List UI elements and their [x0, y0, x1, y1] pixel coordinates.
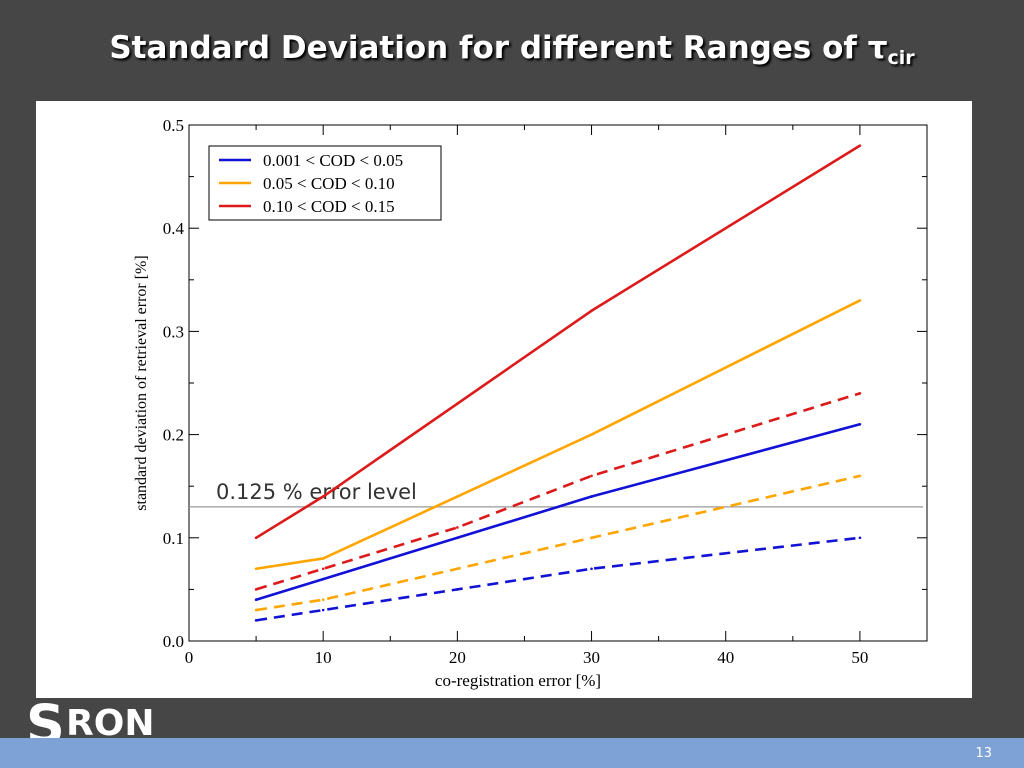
y-tick-label: 0.1 — [163, 529, 184, 548]
y-tick-label: 0.5 — [163, 116, 184, 135]
y-tick-label: 0.3 — [163, 322, 184, 341]
series-point — [321, 557, 325, 560]
y-tick-label: 0.4 — [163, 219, 185, 238]
x-tick-label: 50 — [851, 648, 868, 667]
series-point — [254, 536, 258, 540]
x-tick-label: 10 — [315, 648, 332, 667]
series-point — [456, 567, 459, 571]
y-tick-label: 0.0 — [163, 632, 184, 651]
series-point — [590, 567, 593, 571]
y-axis-label: standard deviation of retrieval error [%… — [133, 255, 150, 510]
x-tick-label: 30 — [583, 648, 600, 667]
series-point — [321, 577, 325, 581]
series-point — [321, 598, 325, 602]
page-number: 13 — [975, 746, 992, 761]
x-axis-label: co-registration error [%] — [435, 671, 601, 690]
series-point — [456, 495, 459, 498]
series-point — [858, 144, 862, 147]
series-point — [321, 567, 325, 571]
slide-title-main: Standard Deviation for different Ranges … — [109, 30, 888, 66]
legend-label: 0.05 < COD < 0.10 — [263, 174, 395, 193]
series-line-dashed-3 — [255, 536, 861, 622]
series-point — [590, 309, 593, 313]
series-point — [858, 474, 862, 478]
legend-label: 0.001 < COD < 0.05 — [263, 151, 403, 170]
slide-title: Standard Deviation for different Ranges … — [0, 30, 1024, 69]
x-tick-label: 0 — [185, 648, 194, 667]
series-point — [858, 536, 862, 540]
series-point — [254, 567, 258, 571]
series-point — [590, 433, 593, 436]
series-point — [254, 588, 258, 591]
footer-bar: 13 — [0, 738, 1024, 768]
series-point — [858, 299, 862, 302]
series-point — [590, 536, 593, 540]
series-point — [254, 598, 258, 602]
series-point — [858, 392, 862, 395]
series-point — [590, 495, 593, 498]
legend-label: 0.10 < COD < 0.15 — [263, 197, 395, 216]
series-point — [858, 422, 862, 426]
series-point — [456, 588, 459, 591]
series-line-solid-1 — [255, 299, 861, 571]
x-tick-label: 20 — [449, 648, 466, 667]
series-point — [321, 608, 325, 612]
y-tick-label: 0.2 — [163, 426, 184, 445]
series-point — [254, 608, 258, 612]
chart-panel: 0 10 20 30 40 50 0.0 0.1 0.2 0.3 0.4 0.5 co-registra… — [36, 101, 972, 698]
series-point — [590, 474, 593, 478]
slide-title-subscript: cir — [887, 47, 915, 69]
series-point — [456, 536, 459, 540]
series-point — [456, 526, 459, 529]
logo-text: RON — [66, 703, 155, 744]
series-point — [254, 619, 258, 622]
series-line-dashed-5 — [255, 392, 861, 591]
series-point — [321, 495, 325, 498]
series-point — [456, 402, 459, 405]
x-tick-label: 40 — [717, 648, 734, 667]
line-chart: 0 10 20 30 40 50 0.0 0.1 0.2 0.3 0.4 0.5 co-registra… — [133, 116, 928, 690]
